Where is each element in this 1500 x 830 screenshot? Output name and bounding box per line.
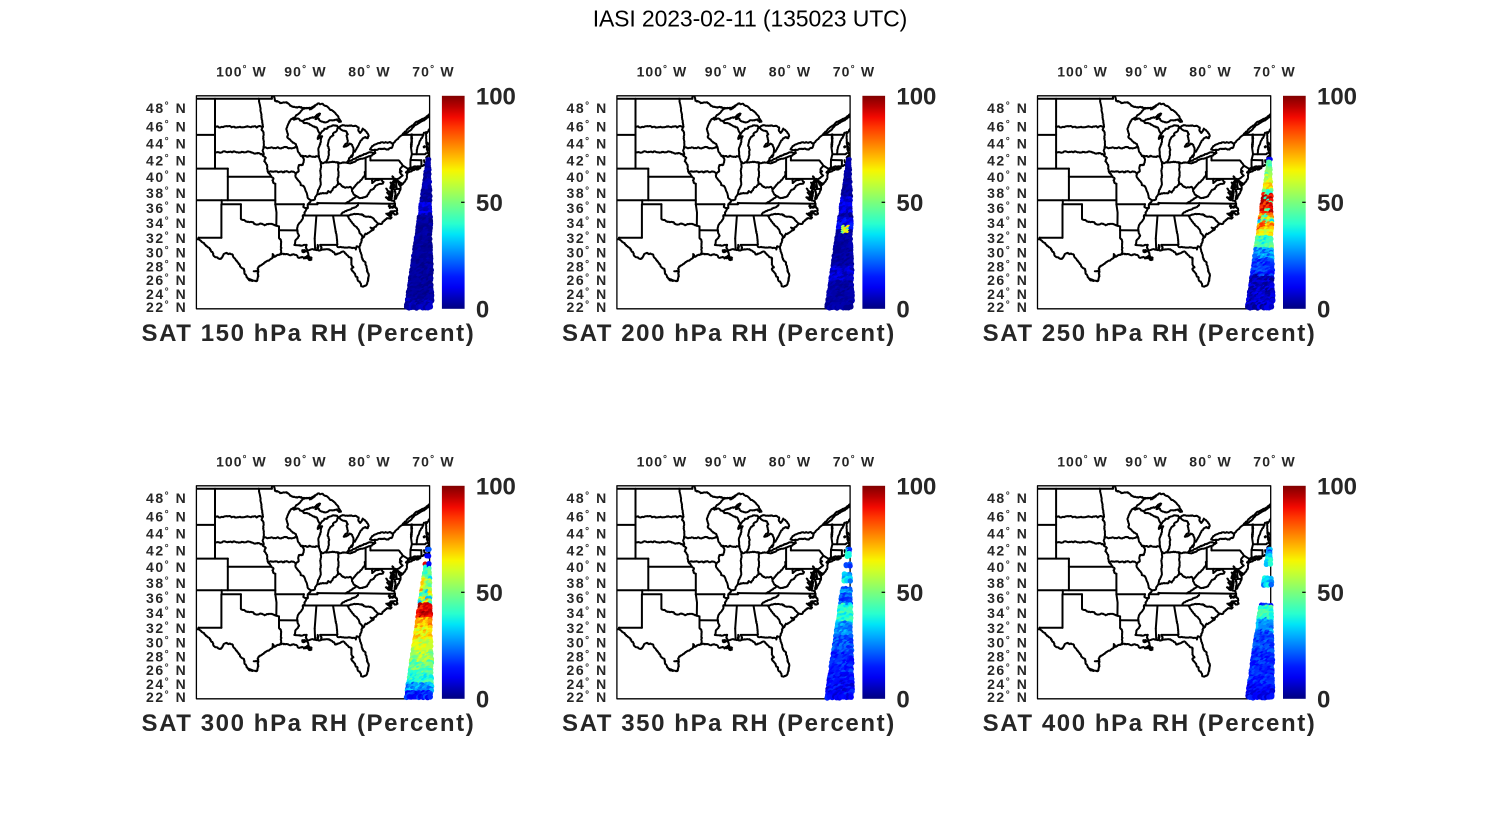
svg-text:SAT 350 hPa RH (Percent): SAT 350 hPa RH (Percent) bbox=[562, 710, 894, 737]
svg-text:SAT 400 hPa RH (Percent): SAT 400 hPa RH (Percent) bbox=[983, 710, 1315, 737]
svg-text:SAT 250 hPa RH (Percent): SAT 250 hPa RH (Percent) bbox=[983, 320, 1315, 347]
svg-text:0: 0 bbox=[896, 687, 909, 714]
svg-text:50: 50 bbox=[896, 190, 923, 217]
svg-text:100: 100 bbox=[896, 474, 936, 501]
svg-text:100: 100 bbox=[896, 84, 936, 111]
svg-text:50: 50 bbox=[476, 580, 503, 607]
svg-text:SAT 300 hPa RH (Percent): SAT 300 hPa RH (Percent) bbox=[142, 710, 474, 737]
svg-text:0: 0 bbox=[1317, 687, 1330, 714]
svg-text:50: 50 bbox=[1317, 190, 1344, 217]
svg-text:50: 50 bbox=[896, 580, 923, 607]
svg-text:SAT 150 hPa RH (Percent): SAT 150 hPa RH (Percent) bbox=[142, 320, 474, 347]
svg-text:100: 100 bbox=[1317, 474, 1357, 501]
svg-text:100: 100 bbox=[476, 84, 516, 111]
svg-text:0: 0 bbox=[1317, 297, 1330, 324]
svg-text:0: 0 bbox=[896, 297, 909, 324]
svg-text:50: 50 bbox=[476, 190, 503, 217]
svg-text:SAT 200 hPa RH (Percent): SAT 200 hPa RH (Percent) bbox=[562, 320, 894, 347]
svg-text:IASI 2023-02-11 (135023 UTC): IASI 2023-02-11 (135023 UTC) bbox=[593, 6, 908, 32]
svg-text:100: 100 bbox=[476, 474, 516, 501]
svg-text:0: 0 bbox=[476, 687, 489, 714]
svg-text:0: 0 bbox=[476, 297, 489, 324]
svg-text:100: 100 bbox=[1317, 84, 1357, 111]
svg-text:50: 50 bbox=[1317, 580, 1344, 607]
